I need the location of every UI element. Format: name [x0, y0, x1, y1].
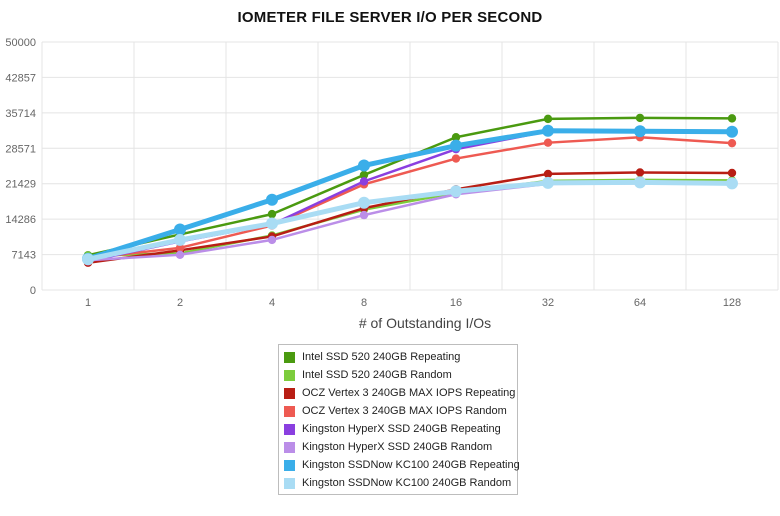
x-axis-title: # of Outstanding I/Os — [359, 315, 491, 331]
legend-item: Kingston HyperX SSD 240GB Repeating — [284, 420, 512, 438]
data-point — [359, 177, 369, 186]
data-point — [634, 125, 646, 138]
data-point — [358, 196, 370, 209]
series-line — [85, 128, 735, 262]
legend-item: OCZ Vertex 3 240GB MAX IOPS Repeating — [284, 384, 516, 402]
data-point — [542, 124, 554, 137]
legend-swatch — [284, 477, 295, 489]
series-6 — [82, 124, 738, 265]
y-axis-tick-labels: 0 7143 14286 21429 28571 35714 42857 50000 — [5, 37, 36, 297]
legend-label: Intel SSD 520 240GB Repeating — [302, 351, 461, 363]
series-line — [86, 135, 734, 260]
y-tick-label: 7143 — [12, 250, 36, 262]
series-line — [85, 179, 735, 262]
legend-swatch — [284, 351, 295, 363]
data-point — [542, 176, 554, 189]
data-point — [726, 177, 738, 190]
legend-item: Intel SSD 520 240GB Repeating — [284, 348, 512, 366]
y-tick-label: 0 — [30, 285, 36, 297]
data-point — [635, 168, 645, 177]
legend-label: Kingston HyperX SSD 240GB Repeating — [302, 423, 501, 435]
data-point — [175, 243, 185, 253]
legend-swatch — [284, 459, 295, 471]
legend-item: Kingston SSDNow KC100 240GB Repeating — [284, 456, 520, 474]
line-chart: 0 7143 14286 21429 28571 35714 42857 50000 1 2 4 8… — [5, 37, 779, 331]
data-point — [267, 235, 277, 245]
data-point — [358, 159, 370, 172]
y-tick-label: 50000 — [5, 37, 36, 49]
data-point — [727, 114, 737, 123]
legend-item: Kingston HyperX SSD 240GB Random — [284, 438, 512, 456]
y-tick-label: 14286 — [5, 214, 36, 226]
legend-label: Kingston SSDNow KC100 240GB Repeating — [302, 459, 520, 471]
y-tick-label: 35714 — [5, 108, 36, 120]
data-point — [267, 209, 277, 219]
x-tick-label: 4 — [269, 297, 275, 309]
data-point — [727, 168, 737, 178]
data-point — [726, 125, 738, 138]
data-point — [174, 223, 186, 236]
series-lines — [82, 113, 738, 267]
legend-label: Intel SSD 520 240GB Random — [302, 369, 452, 381]
x-tick-label: 128 — [723, 297, 741, 309]
x-tick-label: 32 — [542, 297, 554, 309]
data-point — [266, 193, 278, 206]
legend-item: Intel SSD 520 240GB Random — [284, 366, 512, 384]
series-7 — [82, 176, 738, 266]
data-point — [727, 138, 737, 148]
x-tick-label: 1 — [85, 297, 91, 309]
legend-swatch — [284, 387, 295, 399]
x-tick-label: 8 — [361, 297, 367, 309]
legend-item: OCZ Vertex 3 240GB MAX IOPS Random — [284, 402, 512, 420]
data-point — [543, 114, 553, 124]
data-point — [359, 210, 369, 220]
y-tick-label: 21429 — [5, 179, 36, 191]
legend-label: OCZ Vertex 3 240GB MAX IOPS Repeating — [302, 387, 516, 399]
data-point — [450, 139, 462, 152]
y-tick-label: 28571 — [5, 143, 36, 155]
legend-label: Kingston SSDNow KC100 240GB Random — [302, 477, 512, 489]
data-point — [451, 154, 461, 163]
data-point — [175, 250, 185, 259]
chart-title: IOMETER FILE SERVER I/O PER SECOND — [237, 9, 543, 26]
data-point — [359, 170, 369, 180]
x-tick-label: 2 — [177, 297, 183, 309]
y-tick-label: 42857 — [5, 72, 36, 84]
legend-swatch — [284, 369, 295, 381]
data-point — [634, 176, 646, 189]
legend-swatch — [284, 423, 295, 435]
legend-label: OCZ Vertex 3 240GB MAX IOPS Random — [302, 405, 507, 417]
x-tick-label: 64 — [634, 297, 646, 309]
data-point — [266, 217, 278, 230]
legend-swatch — [284, 405, 295, 417]
x-axis-tick-labels: 1 2 4 8 16 32 64 128 — [85, 297, 741, 309]
legend-item: Kingston SSDNow KC100 240GB Random — [284, 474, 512, 492]
legend-swatch — [284, 441, 295, 453]
legend-label: Kingston HyperX SSD 240GB Random — [302, 441, 493, 453]
x-tick-label: 16 — [450, 297, 462, 309]
data-point — [543, 169, 553, 179]
data-point — [543, 138, 553, 147]
data-point — [82, 253, 94, 266]
legend: Intel SSD 520 240GB Repeating Intel SSD 5… — [278, 344, 520, 495]
data-point — [635, 113, 645, 123]
data-point — [451, 133, 461, 142]
data-point — [174, 233, 186, 246]
data-point — [450, 185, 462, 198]
